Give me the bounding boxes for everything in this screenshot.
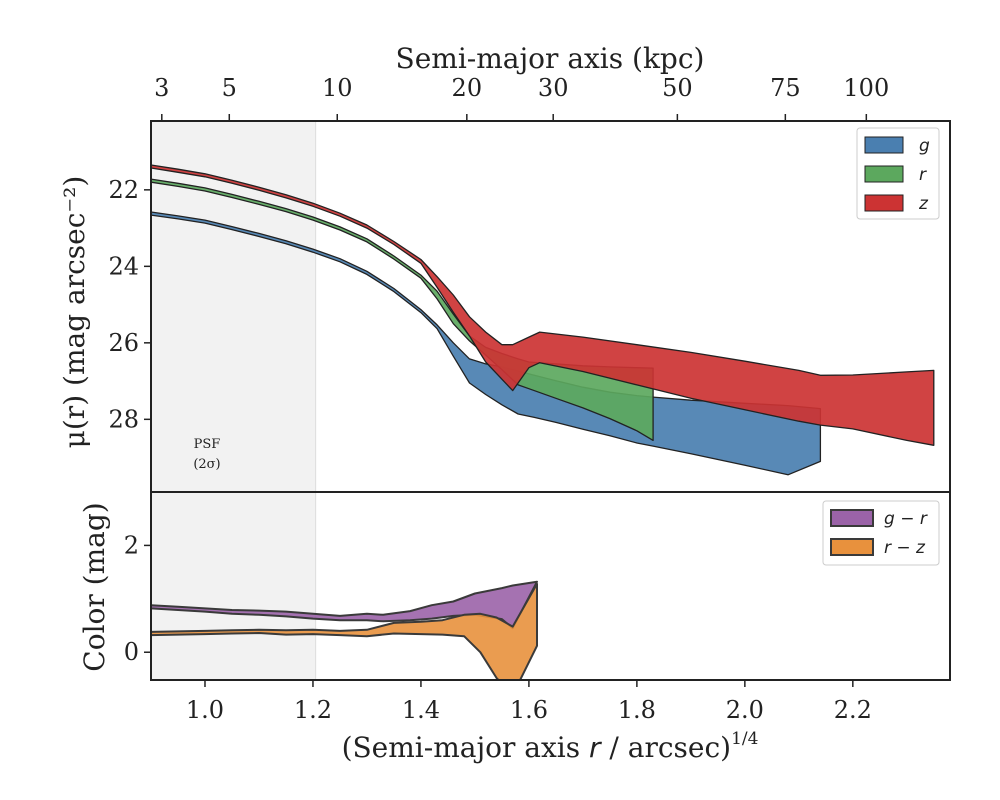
psf-label-line2: (2σ) <box>193 457 220 472</box>
color-panel: 02 1.0 1.2 1.4 1.6 1.8 2.0 2.2 Color (mag) (Se… <box>78 491 951 764</box>
xlabel-var: r <box>589 731 602 764</box>
legend-swatch-z <box>864 194 904 212</box>
surface-brightness-panel: PSF (2σ) 22 24 26 28 3 5 10 20 30 50 75 100 Semi-m… <box>58 42 951 493</box>
kpc-tick-label: 10 <box>322 74 353 102</box>
kpc-tick-label: 5 <box>222 74 237 102</box>
xlabel-base: (Semi-major axis <box>342 731 589 764</box>
bottom-xtick-label: 1.2 <box>294 696 332 724</box>
bottom-ytick-label: 0 <box>124 638 139 666</box>
top-ytick-label: 28 <box>108 405 139 433</box>
band-r-area <box>151 178 654 442</box>
band-z-area <box>151 164 935 446</box>
legend-swatch-r <box>864 165 904 183</box>
bottom-y-axis: 02 <box>124 531 151 666</box>
kpc-tick-label: 100 <box>843 74 889 102</box>
psf-region-bottom <box>151 492 316 680</box>
bottom-panel-frame <box>150 491 951 681</box>
bottom-xtick-label: 1.8 <box>618 696 656 724</box>
top-ytick-label: 26 <box>108 329 139 357</box>
color-series-group <box>151 580 538 680</box>
legend-label-z: z <box>918 194 929 214</box>
bottom-xtick-label: 2.2 <box>834 696 872 724</box>
color-legend: g − r r − z <box>822 500 940 566</box>
legend-label-r: r <box>919 165 927 185</box>
bottom-xtick-label: 1.0 <box>186 696 224 724</box>
bottom-x-axis: 1.0 1.2 1.4 1.6 1.8 2.0 2.2 <box>186 680 872 724</box>
psf-label-line1: PSF <box>194 437 221 452</box>
color-legend-label: r − z <box>884 538 926 558</box>
kpc-tick-label: 20 <box>452 74 483 102</box>
bottom-xtick-label: 2.0 <box>726 696 764 724</box>
color-legend-label: g − r <box>884 509 928 529</box>
top-y-axis-title: μ(r) (mag arcsec⁻²) <box>58 176 91 449</box>
bottom-xtick-label: 1.6 <box>510 696 548 724</box>
xlabel-exp: 1/4 <box>731 729 758 749</box>
top-ytick-label: 24 <box>108 252 139 280</box>
kpc-tick-label: 3 <box>154 74 169 102</box>
kpc-tick-label: 75 <box>770 74 801 102</box>
color-legend-swatch <box>830 538 874 556</box>
color-legend-swatch <box>830 509 874 527</box>
color-band-r-z-area <box>151 582 538 680</box>
band-series-group <box>151 164 935 476</box>
psf-region <box>151 121 316 492</box>
band-legend: grz <box>856 127 940 220</box>
kpc-tick-label: 30 <box>538 74 569 102</box>
bottom-xtick-label: 1.4 <box>402 696 440 724</box>
top-x-axis-kpc: 3 5 10 20 30 50 75 100 <box>154 74 889 121</box>
bottom-ytick-label: 2 <box>124 531 139 559</box>
top-y-axis: 22 24 26 28 <box>108 176 151 433</box>
legend-swatch-g <box>864 136 904 154</box>
top-ytick-label: 22 <box>108 176 139 204</box>
xlabel-mid: / arcsec) <box>601 731 732 764</box>
bottom-y-axis-title: Color (mag) <box>78 502 111 671</box>
legend-label-g: g <box>919 136 930 156</box>
bottom-x-axis-title: (Semi-major axis r / arcsec)1/4 <box>342 729 759 764</box>
top-axis-title: Semi-major axis (kpc) <box>396 42 705 75</box>
kpc-tick-label: 50 <box>662 74 693 102</box>
